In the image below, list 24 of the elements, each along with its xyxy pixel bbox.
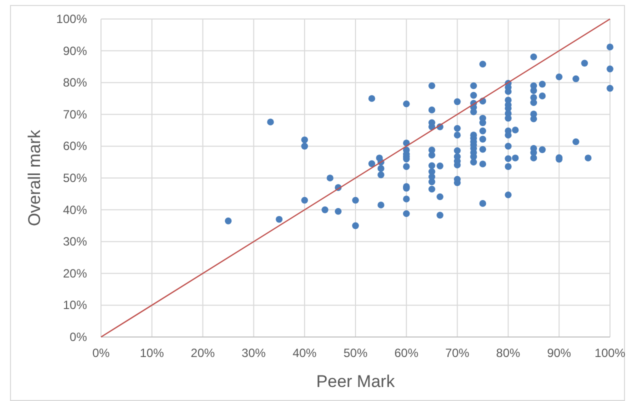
x-tick-label: 80% — [496, 346, 521, 360]
x-tick-label: 10% — [140, 346, 164, 360]
x-tick-label: 100% — [594, 346, 626, 360]
y-tick-label: 80% — [62, 76, 88, 90]
y-tick-label: 40% — [62, 202, 88, 217]
x-tick-label: 40% — [292, 346, 317, 360]
x-tick-label: 0% — [92, 346, 110, 360]
y-tick-label: 50% — [62, 171, 88, 185]
x-tick-label: 20% — [190, 346, 216, 360]
x-tick-label: 90% — [547, 346, 572, 360]
y-tick-label: 20% — [62, 266, 88, 280]
y-tick-label: 90% — [62, 44, 88, 58]
y-tick-label: 100% — [56, 12, 88, 26]
y-axis-title: Overall mark — [25, 129, 44, 226]
x-tick-label: 60% — [394, 346, 419, 360]
y-tick-label: 70% — [62, 107, 88, 122]
x-tick-label: 30% — [242, 346, 266, 360]
x-axis-title: Peer Mark — [316, 372, 396, 391]
x-tick-label: 70% — [445, 346, 470, 360]
y-tick-label: 0% — [70, 330, 88, 344]
y-tick-label: 60% — [62, 139, 88, 154]
y-tick-label: 30% — [62, 234, 88, 249]
y-tick-label: 10% — [62, 298, 88, 312]
x-tick-label: 50% — [343, 346, 368, 360]
